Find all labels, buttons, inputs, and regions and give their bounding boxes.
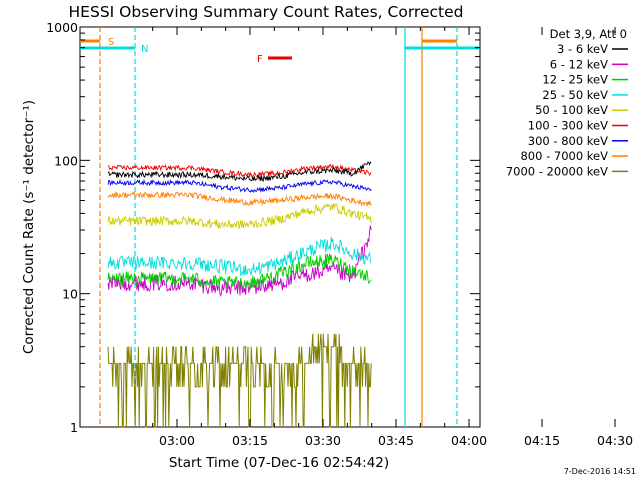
y-axis-label: Corrected Count Rate (s⁻¹ detector⁻¹) <box>21 100 37 354</box>
plot-area: S N F <box>79 26 481 428</box>
x-tick-label: 03:45 <box>378 433 414 448</box>
legend-label: 50 - 100 keV <box>535 103 608 117</box>
series-line-8 <box>107 333 372 428</box>
x-tick-label: 04:15 <box>524 433 560 448</box>
x-tick-label: 03:00 <box>159 433 195 448</box>
x-tick-label: 03:15 <box>232 433 268 448</box>
x-tick-label: 04:30 <box>597 433 633 448</box>
legend-label: 7000 - 20000 keV <box>506 164 608 178</box>
series-line-4 <box>107 202 372 230</box>
series-line-0 <box>107 161 372 183</box>
event-lines <box>99 27 458 427</box>
y-tick-label: 10 <box>62 287 78 302</box>
series-line-2 <box>107 253 372 291</box>
x-tick-label: 04:00 <box>451 433 487 448</box>
marker-label: N <box>141 44 148 55</box>
legend-label: 3 - 6 keV <box>557 42 608 56</box>
x-axis-label: Start Time (07-Dec-16 02:54:42) <box>169 455 389 471</box>
legend-label: 6 - 12 keV <box>550 57 608 71</box>
footer-timestamp: 7-Dec-2016 14:51 <box>564 467 636 476</box>
marker-group: S N F <box>80 37 480 65</box>
series-line-5 <box>107 163 372 178</box>
legend-label: 800 - 7000 keV <box>520 149 608 163</box>
x-axis: 03:00 03:15 03:30 03:45 04:00 04:15 04:30 <box>152 27 633 448</box>
chart-title: HESSI Observing Summary Count Rates, Cor… <box>69 3 464 21</box>
legend-label: 300 - 800 keV <box>528 134 608 148</box>
y-tick-label: 100 <box>54 153 78 168</box>
series-group <box>107 161 372 428</box>
y-tick-label: 1000 <box>46 20 78 35</box>
legend-label: 25 - 50 keV <box>542 88 608 102</box>
marker-label: F <box>257 54 263 65</box>
marker-label: S <box>108 37 114 48</box>
x-tick-label: 03:30 <box>305 433 341 448</box>
legend-title: Det 3,9, Att 0 <box>550 27 627 41</box>
series-line-6 <box>107 178 372 194</box>
legend-label: 100 - 300 keV <box>528 119 608 133</box>
legend-label: 12 - 25 keV <box>542 73 608 87</box>
series-line-3 <box>107 236 372 276</box>
y-tick-label: 1 <box>70 420 78 435</box>
y-axis: 1 10 100 1000 <box>46 20 480 435</box>
series-line-7 <box>107 190 372 207</box>
